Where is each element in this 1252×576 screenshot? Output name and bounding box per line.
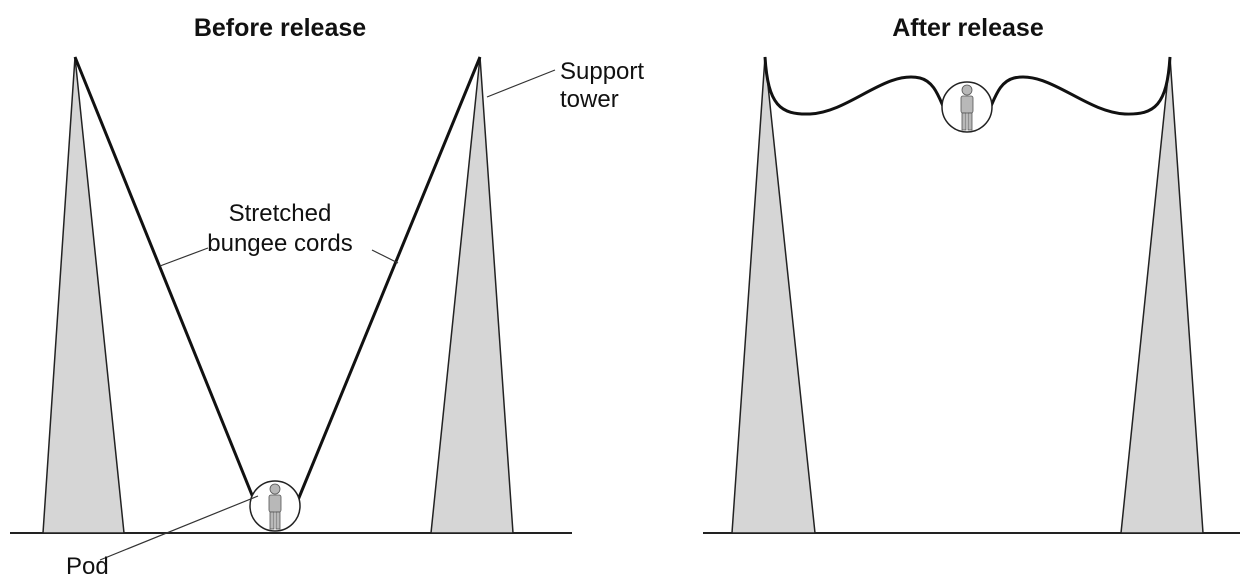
pod [942,82,992,132]
pod [250,481,300,531]
leader-line [372,250,398,263]
panel-title: Before release [194,14,366,42]
support-tower [1121,57,1203,533]
label: tower [560,86,619,113]
label: Pod [66,553,109,576]
support-tower [732,57,815,533]
label: Stretched [229,200,332,227]
label: Support [560,58,644,85]
leader-line [487,70,555,97]
after-panel: After release [703,14,1240,533]
label: bungee cords [207,230,352,257]
before-panel: Before release Support tower Stretched b… [10,14,644,576]
panel-title: After release [892,14,1044,42]
support-tower [431,57,513,533]
support-tower [43,57,124,533]
diagram: Before release Support tower Stretched b… [0,0,1252,576]
leader-line [160,248,208,266]
